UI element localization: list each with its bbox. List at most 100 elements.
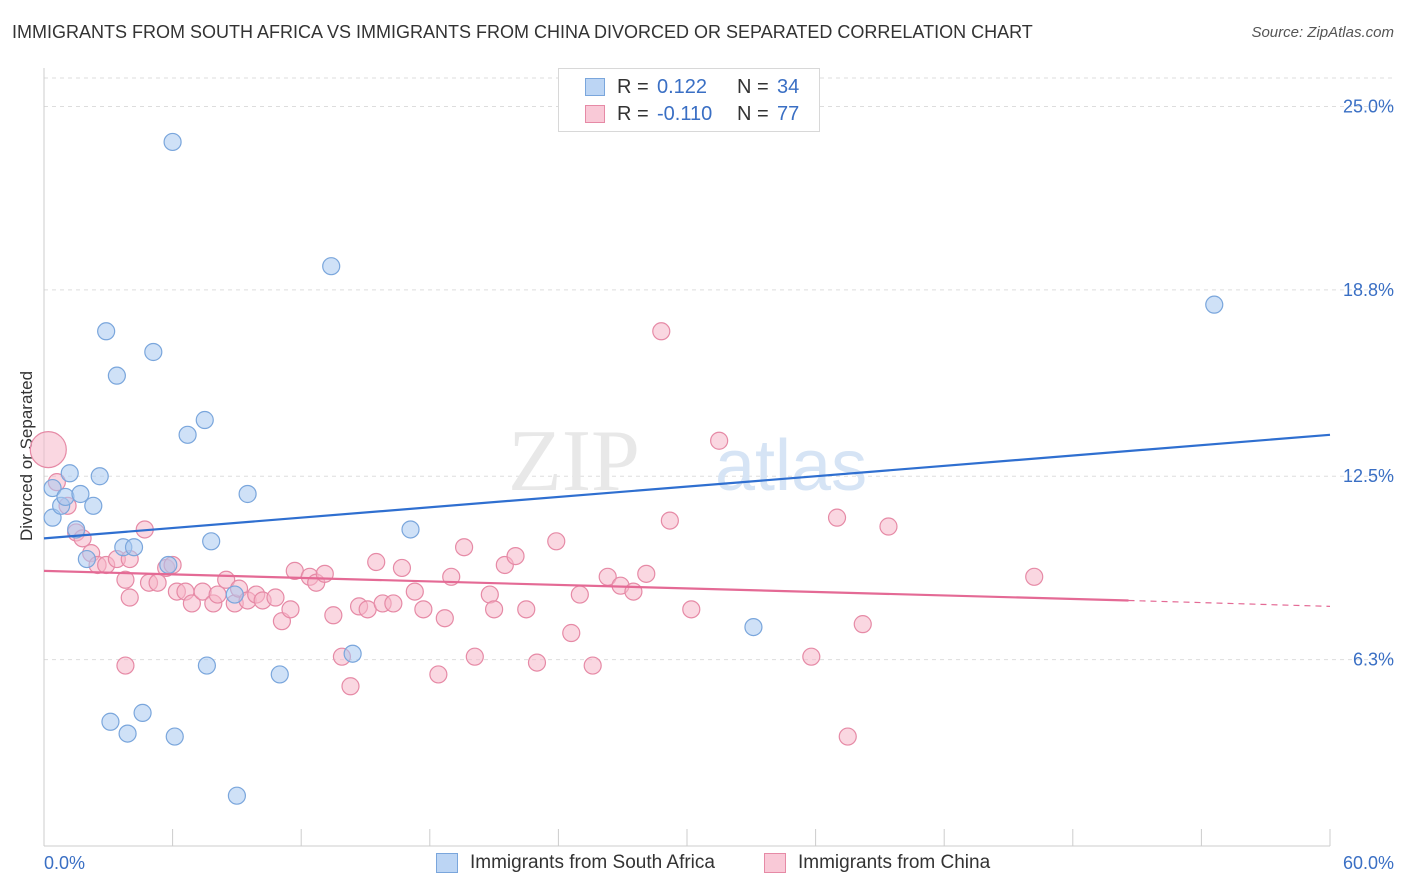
- south-africa-point: [270, 665, 289, 684]
- south-africa-point: [195, 410, 214, 430]
- chart-title: IMMIGRANTS FROM SOUTH AFRICA VS IMMIGRAN…: [12, 22, 1033, 42]
- china-point: [324, 606, 343, 625]
- south-africa-point: [67, 520, 86, 539]
- y-tick-label: 12.5%: [1343, 466, 1394, 486]
- south-africa-trendline: [43, 433, 1331, 540]
- south-africa-point: [322, 257, 341, 276]
- china-point: [527, 653, 547, 672]
- bottom-legend-label-south-africa: Immigrants from South Africa: [470, 852, 715, 873]
- south-africa-point: [84, 496, 103, 515]
- south-africa-point: [97, 322, 116, 341]
- bottom-legend-swatch-blue: [436, 853, 458, 873]
- watermark-atlas: atlas: [715, 426, 867, 506]
- south-africa-point: [144, 342, 163, 362]
- china-point: [29, 431, 67, 469]
- grid-lines: [44, 77, 1394, 661]
- bottom-legend-south-africa: Immigrants from South Africa: [436, 852, 715, 874]
- china-point: [562, 623, 581, 643]
- china-point: [182, 594, 201, 613]
- china-point: [827, 508, 847, 527]
- south-africa-point: [343, 644, 362, 663]
- legend-swatch-blue: [585, 78, 605, 96]
- legend-swatch-pink: [585, 105, 605, 123]
- china-point: [281, 600, 300, 619]
- south-africa-point: [60, 464, 79, 483]
- south-africa-point: [165, 727, 184, 746]
- legend-r-value: -0.110: [657, 102, 713, 125]
- south-africa-point: [107, 366, 126, 385]
- y-tick-label: 25.0%: [1343, 96, 1394, 116]
- south-africa-point: [159, 555, 178, 575]
- china-point: [208, 585, 227, 604]
- south-africa-point: [43, 478, 62, 498]
- china-trendline-extension: [1128, 599, 1331, 607]
- legend-r-label: R =: [617, 75, 649, 98]
- south-africa-point: [71, 484, 90, 504]
- china-point: [414, 600, 433, 619]
- south-africa-point: [178, 425, 197, 444]
- china-point: [465, 647, 484, 666]
- china-point: [485, 600, 504, 619]
- china-point: [853, 615, 872, 634]
- china-point: [624, 582, 643, 601]
- south-africa-point: [101, 712, 120, 731]
- legend-n-label: N =: [737, 102, 769, 125]
- series-south-africa-points: [43, 132, 1224, 805]
- china-point: [429, 665, 448, 684]
- series-china-points: [29, 322, 1044, 746]
- china-trendline: [43, 569, 1129, 602]
- y-tick-label: 18.8%: [1343, 280, 1394, 300]
- south-africa-point: [163, 132, 182, 152]
- china-point: [547, 532, 566, 551]
- china-point: [341, 677, 360, 696]
- china-point: [879, 517, 898, 536]
- south-africa-point: [238, 484, 257, 504]
- x-tick-label-min: 0.0%: [44, 853, 85, 873]
- y-tick-label: 6.3%: [1353, 650, 1394, 670]
- south-africa-point: [124, 538, 144, 557]
- china-point: [710, 431, 729, 450]
- y-tick-labels: 6.3% 12.5% 18.8% 25.0%: [1343, 96, 1394, 669]
- legend-r-value: 0.122: [657, 75, 708, 98]
- trendlines: [43, 433, 1331, 607]
- china-point: [1025, 567, 1044, 586]
- south-africa-point: [56, 487, 75, 507]
- watermark: ZIP atlas: [508, 413, 867, 510]
- china-point: [682, 600, 701, 619]
- china-point: [120, 588, 139, 607]
- south-africa-point: [202, 532, 221, 551]
- south-africa-point: [197, 656, 216, 675]
- china-point: [384, 594, 403, 613]
- china-point: [660, 511, 679, 530]
- china-point: [392, 558, 412, 578]
- legend-n-label: N =: [737, 75, 769, 98]
- legend-n-value: 34: [777, 75, 800, 98]
- south-africa-point: [744, 617, 763, 637]
- china-point: [583, 656, 602, 675]
- china-point: [652, 322, 671, 341]
- china-point: [517, 600, 536, 619]
- china-point: [116, 570, 135, 589]
- china-point: [838, 727, 857, 746]
- south-africa-point: [1205, 295, 1224, 314]
- china-point: [148, 573, 167, 592]
- china-point: [116, 656, 135, 675]
- china-point: [570, 585, 589, 604]
- bottom-legend-china: Immigrants from China: [764, 852, 990, 874]
- south-africa-point: [133, 703, 152, 722]
- south-africa-point: [227, 786, 246, 805]
- china-point: [405, 582, 424, 601]
- bottom-legend-label-china: Immigrants from China: [798, 852, 991, 873]
- china-point: [637, 564, 656, 583]
- china-point: [266, 588, 285, 607]
- south-africa-point: [225, 585, 244, 604]
- legend-row-china: R = -0.110 N = 77: [585, 102, 799, 126]
- china-point: [454, 538, 474, 557]
- legend-n-value: 77: [777, 102, 800, 125]
- south-africa-point: [77, 549, 96, 569]
- china-point: [435, 609, 454, 628]
- legend-r-label: R =: [617, 102, 649, 125]
- south-africa-point: [118, 724, 137, 743]
- south-africa-point: [401, 520, 420, 539]
